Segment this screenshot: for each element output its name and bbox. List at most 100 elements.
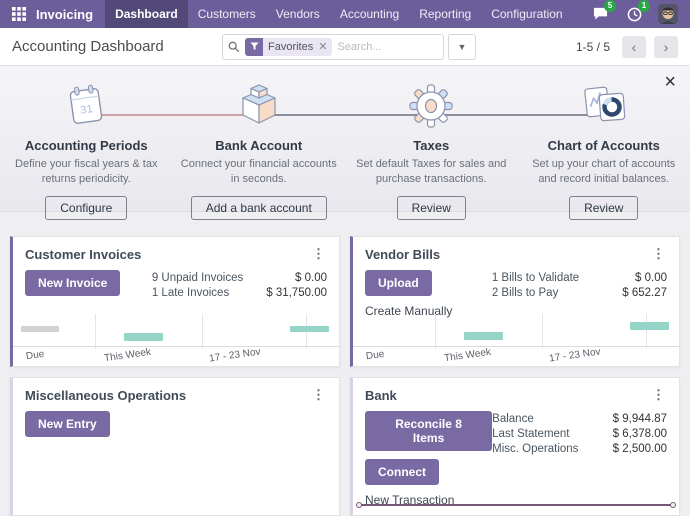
card-title[interactable]: Miscellaneous Operations xyxy=(25,387,187,403)
add-bank-account-button[interactable]: Add a bank account xyxy=(190,195,327,220)
new-entry-button[interactable]: New Entry xyxy=(25,411,110,437)
stat-value[interactable]: $ 0.00 xyxy=(635,272,667,284)
kebab-menu-icon[interactable]: ⋮ xyxy=(312,387,325,402)
step-description: Define your fiscal years & tax returns p… xyxy=(15,158,158,185)
top-navbar: Invoicing Dashboard Customers Vendors Ac… xyxy=(0,0,690,28)
gridline xyxy=(542,314,544,349)
nav-item-accounting[interactable]: Accounting xyxy=(339,7,400,21)
step-title: Accounting Periods xyxy=(24,138,148,153)
card-title[interactable]: Bank xyxy=(365,387,397,403)
svg-text:31: 31 xyxy=(80,103,94,117)
chart-label: Due xyxy=(365,348,386,363)
app-name[interactable]: Invoicing xyxy=(36,6,94,22)
chart-label: 17 - 23 Nov xyxy=(208,346,261,365)
gridline xyxy=(202,314,204,349)
messages-button[interactable]: 5 xyxy=(590,0,616,24)
new-transaction-link[interactable]: New Transaction xyxy=(365,493,455,507)
kebab-menu-icon[interactable]: ⋮ xyxy=(312,246,325,261)
chart-bar xyxy=(463,332,503,340)
stat-label[interactable]: Misc. Operations xyxy=(492,443,579,455)
onboarding-step-taxes: Taxes Set default Taxes for sales and pu… xyxy=(345,80,518,220)
create-manually-link[interactable]: Create Manually xyxy=(365,304,453,318)
stat-row: Last Statement $ 6,378.00 xyxy=(492,428,667,440)
stat-label[interactable]: 1 Bills to Validate xyxy=(491,272,580,284)
stat-label[interactable]: 1 Late Invoices xyxy=(151,287,230,299)
page-title: Accounting Dashboard xyxy=(12,38,164,55)
nav-item-reporting[interactable]: Reporting xyxy=(419,7,472,21)
user-avatar[interactable] xyxy=(658,4,678,24)
apps-menu-icon[interactable] xyxy=(8,3,30,25)
step-description: Connect your financial accounts in secon… xyxy=(180,158,337,185)
onboarding-step-chart-of-accounts: Chart of Accounts Set up your chart of a… xyxy=(518,80,690,220)
new-invoice-button[interactable]: New Invoice xyxy=(25,270,121,296)
chart-bar xyxy=(290,326,330,332)
search-facet-favorites[interactable]: Favorites ✕ xyxy=(245,37,333,56)
filter-icon xyxy=(245,37,263,56)
pager-next-button[interactable]: › xyxy=(654,35,678,58)
grid-icon xyxy=(12,7,26,21)
step-connector xyxy=(431,114,604,116)
stat-row: 2 Bills to Pay $ 652.27 xyxy=(492,287,667,299)
stat-value[interactable]: $ 6,378.00 xyxy=(612,428,667,440)
stat-label[interactable]: Last Statement xyxy=(492,428,570,440)
step-description: Set up your chart of accounts and record… xyxy=(532,158,676,185)
configure-periods-button[interactable]: Configure xyxy=(45,195,128,220)
chevron-down-icon: ▼ xyxy=(457,41,467,52)
card-title[interactable]: Customer Invoices xyxy=(25,246,142,262)
upload-button[interactable]: Upload xyxy=(365,270,432,296)
pager-counter: 1-5 / 5 xyxy=(575,39,610,54)
search-options-toggle[interactable]: ▼ xyxy=(448,33,476,60)
avatar-face-icon xyxy=(658,4,678,24)
gridline xyxy=(646,314,648,349)
search-input[interactable] xyxy=(337,40,438,53)
stat-value[interactable]: $ 652.27 xyxy=(622,287,667,299)
step-title: Bank Account xyxy=(215,138,303,153)
step-connector xyxy=(258,114,432,116)
chat-bubble-icon xyxy=(593,7,607,20)
activities-button[interactable]: 1 xyxy=(624,0,650,24)
stat-row: Balance $ 9,944.87 xyxy=(492,413,667,425)
reconcile-items-button[interactable]: Reconcile 8 Items xyxy=(365,411,493,451)
nav-item-configuration[interactable]: Configuration xyxy=(491,7,563,21)
kebab-menu-icon[interactable]: ⋮ xyxy=(652,246,665,261)
chart-bar xyxy=(123,333,163,341)
stat-label[interactable]: 9 Unpaid Invoices xyxy=(151,272,244,284)
stat-row: 1 Late Invoices $ 31,750.00 xyxy=(152,287,327,299)
card-title[interactable]: Vendor Bills xyxy=(365,246,441,262)
gridline xyxy=(94,314,96,349)
stat-row: 9 Unpaid Invoices $ 0.00 xyxy=(152,272,327,284)
stat-value[interactable]: $ 31,750.00 xyxy=(266,287,327,299)
search-icon xyxy=(228,41,240,52)
nav-item-dashboard[interactable]: Dashboard xyxy=(105,0,188,28)
kebab-menu-icon[interactable]: ⋮ xyxy=(652,387,665,402)
chart-label: This Week xyxy=(443,346,492,365)
pager-previous-button[interactable]: ‹ xyxy=(622,35,646,58)
stat-row: 1 Bills to Validate $ 0.00 xyxy=(492,272,667,284)
stat-value[interactable]: $ 9,944.87 xyxy=(612,413,667,425)
clock-icon xyxy=(627,7,641,21)
review-taxes-button[interactable]: Review xyxy=(396,195,466,220)
calendar-icon: 31 xyxy=(0,80,173,132)
connect-button[interactable]: Connect xyxy=(365,459,439,485)
bills-mini-chart: Due This Week 17 - 23 Nov xyxy=(353,314,679,366)
stat-value[interactable]: $ 0.00 xyxy=(295,272,327,284)
stat-value[interactable]: $ 2,500.00 xyxy=(612,443,667,455)
facet-remove-icon[interactable]: ✕ xyxy=(318,41,328,53)
card-bank: Bank ⋮ Reconcile 8 Items Connect New Tra… xyxy=(350,377,680,516)
chart-bar xyxy=(21,326,59,332)
search-area: Favorites ✕ ▼ xyxy=(222,33,476,60)
dashboard-content: Customer Invoices ⋮ New Invoice 9 Unpaid… xyxy=(0,212,690,516)
stat-label[interactable]: 2 Bills to Pay xyxy=(491,287,559,299)
chart-label: Due xyxy=(25,348,46,363)
review-chart-of-accounts-button[interactable]: Review xyxy=(569,195,639,220)
chart-label: 17 - 23 Nov xyxy=(548,346,601,365)
activities-badge: 1 xyxy=(638,0,650,12)
stat-row: Misc. Operations $ 2,500.00 xyxy=(492,443,667,455)
nav-item-vendors[interactable]: Vendors xyxy=(275,7,320,21)
chart-docs-icon xyxy=(518,80,690,132)
banner-close-icon[interactable]: × xyxy=(664,71,676,93)
nav-item-customers[interactable]: Customers xyxy=(197,7,256,21)
search-box[interactable]: Favorites ✕ xyxy=(222,33,444,60)
stat-label[interactable]: Balance xyxy=(492,413,534,425)
card-customer-invoices: Customer Invoices ⋮ New Invoice 9 Unpaid… xyxy=(10,236,340,367)
